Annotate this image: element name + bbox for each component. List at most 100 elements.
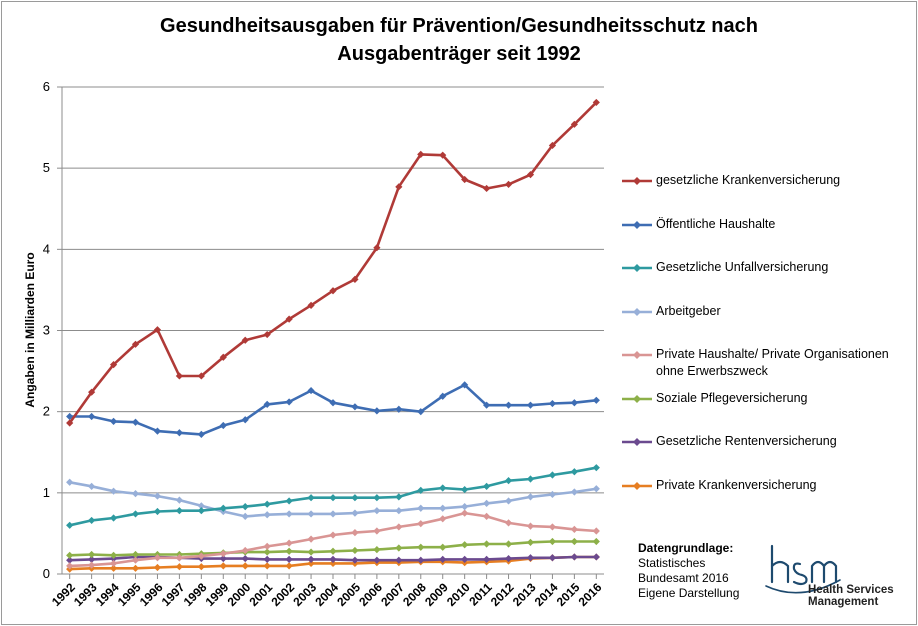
data-point: [592, 553, 600, 561]
x-tick-label: 2008: [400, 580, 429, 609]
x-tick-label: 2000: [225, 580, 254, 609]
data-point: [373, 527, 381, 535]
data-point: [153, 507, 162, 516]
data-point: [241, 512, 249, 520]
data-point: [153, 563, 162, 572]
data-point: [109, 360, 118, 369]
data-point: [592, 396, 600, 404]
data-point: [88, 550, 96, 559]
data-point: [351, 529, 359, 537]
data-point: [395, 556, 403, 564]
x-tick-label: 2003: [290, 580, 319, 609]
data-point: [439, 515, 447, 523]
legend-label: Soziale Pflegeversicherung: [656, 391, 808, 405]
data-point: [417, 504, 425, 512]
data-point: [263, 500, 271, 508]
data-point: [548, 471, 557, 479]
data-point: [461, 541, 469, 549]
data-point: [307, 386, 315, 395]
data-point: [329, 494, 337, 502]
data-point: [219, 550, 227, 558]
source-line-1: Statistisches: [638, 556, 706, 570]
legend-swatch: [622, 395, 652, 403]
x-tick-label: 2016: [576, 580, 605, 609]
x-tick-label: 1994: [93, 580, 122, 609]
data-point: [570, 120, 578, 128]
data-point: [395, 544, 403, 552]
chart-title-line-2: Ausgabenträger seit 1992: [337, 43, 581, 65]
data-point: [109, 514, 118, 522]
y-tick-label: 2: [43, 404, 50, 419]
data-point: [263, 562, 271, 570]
data-point: [175, 563, 183, 571]
data-point: [66, 521, 74, 529]
data-point: [153, 554, 162, 562]
data-point: [88, 388, 96, 396]
data-point: [109, 551, 118, 559]
data-point: [483, 555, 491, 563]
data-point: [483, 482, 491, 490]
data-point: [461, 503, 469, 511]
logo-text: Health Services Management: [808, 584, 894, 608]
data-point: [570, 468, 578, 476]
data-point: [461, 509, 469, 517]
data-point: [329, 547, 337, 555]
data-point: [219, 554, 227, 563]
data-point: [285, 562, 293, 570]
data-point: [548, 537, 557, 546]
data-point: [285, 555, 293, 563]
series-3: [66, 464, 600, 529]
x-tick-label: 2007: [378, 580, 407, 609]
data-point: [439, 151, 447, 159]
data-point: [131, 418, 140, 426]
x-tick-label: 2012: [488, 580, 517, 609]
data-point: [88, 516, 96, 525]
legend-swatch: [622, 438, 652, 446]
data-point: [307, 555, 315, 563]
data-point: [197, 372, 205, 380]
data-point: [329, 510, 337, 518]
data-point: [504, 497, 513, 505]
data-point: [109, 564, 118, 572]
x-tick-label: 1992: [49, 580, 78, 609]
y-tick-labels: 0 1 2 3 4 5 6: [43, 79, 50, 581]
legend-swatch: [622, 177, 652, 185]
data-point: [131, 556, 140, 564]
x-tick-label: 1996: [137, 580, 166, 609]
legend-swatch: [622, 351, 652, 359]
data-point: [329, 555, 337, 563]
x-tick-label: 2011: [466, 580, 495, 609]
data-point: [439, 555, 447, 563]
legend-label: Gesetzliche Rentenversicherung: [656, 434, 837, 448]
data-point: [263, 511, 271, 519]
data-point: [395, 493, 403, 501]
data-point: [263, 400, 271, 408]
chart-title-line-1: Gesundheitsausgaben für Prävention/Gesun…: [160, 15, 758, 37]
source-line-2: Bundesamt 2016: [638, 571, 729, 585]
data-point: [483, 401, 491, 409]
x-tick-labels: 1992199319941995199619971998199920002001…: [49, 580, 605, 609]
data-point: [461, 485, 469, 494]
data-point: [395, 507, 403, 515]
series-6: [66, 537, 600, 559]
data-point: [66, 419, 74, 427]
data-point: [483, 499, 491, 507]
data-point: [153, 492, 162, 500]
data-point: [241, 554, 249, 563]
data-point: [88, 482, 96, 490]
data-point: [526, 538, 535, 546]
y-tick-label: 4: [43, 241, 50, 256]
series-group: [66, 98, 600, 573]
data-point: [175, 554, 183, 562]
data-point: [483, 184, 491, 193]
data-point: [351, 546, 359, 555]
data-point: [483, 540, 491, 548]
data-point: [241, 562, 249, 570]
source-line-3: Eigene Darstellung: [638, 586, 740, 600]
data-point: [417, 486, 425, 494]
gridlines: [62, 86, 604, 494]
data-point: [263, 330, 271, 339]
data-point: [592, 98, 600, 107]
